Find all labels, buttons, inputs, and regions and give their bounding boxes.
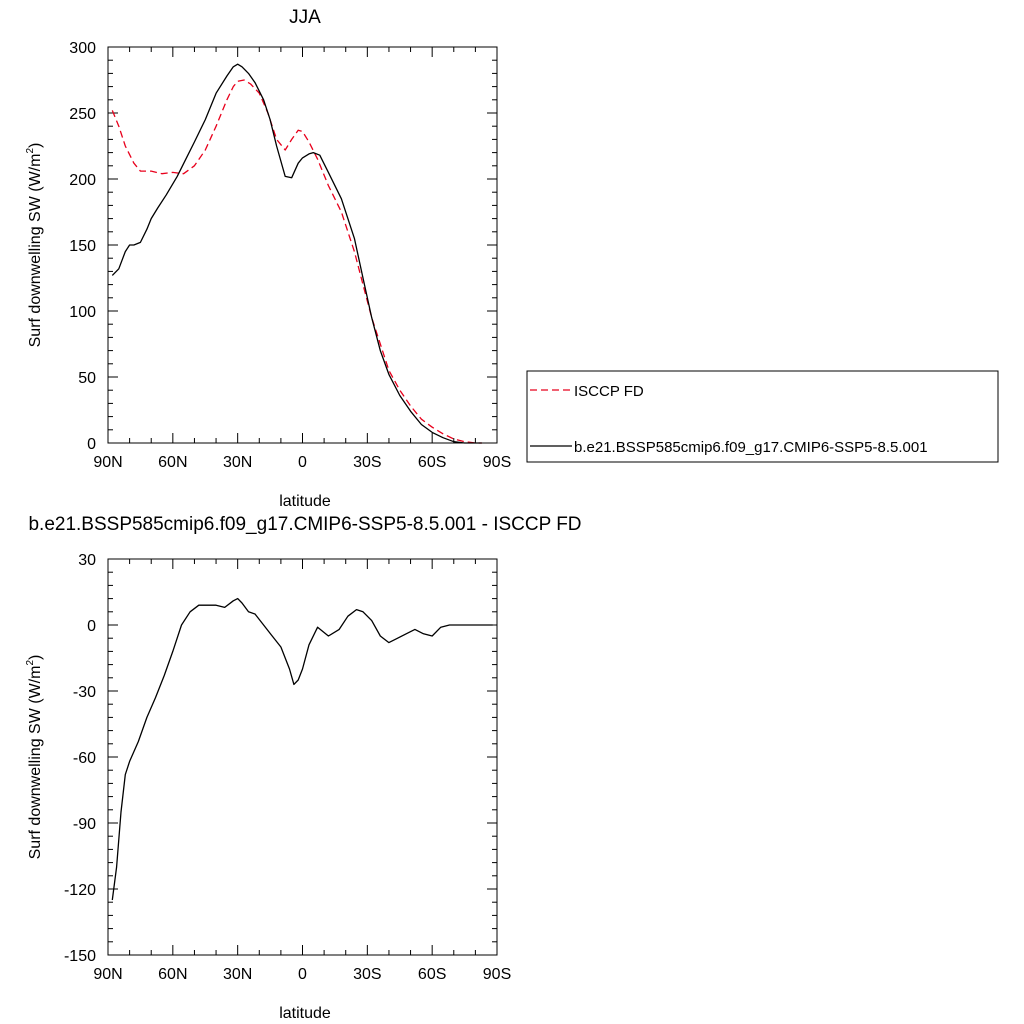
bottom-panel-title: b.e21.BSSP585cmip6.f09_g17.CMIP6-SSP5-8.… (28, 514, 581, 535)
x-tick-label: 60N (158, 454, 187, 471)
bottom-x-axis-label: latitude (279, 1005, 331, 1022)
top-panel: JJA 90N 60N 30N 0 30S 60S 90S 0 50 100 150 200 250 3… (25, 7, 511, 510)
y-tick-label: 300 (69, 40, 96, 57)
top-axis-ticks (107, 46, 498, 444)
bottom-panel: b.e21.BSSP585cmip6.f09_g17.CMIP6-SSP5-8.… (25, 514, 582, 1022)
model-series-line (111, 63, 482, 444)
y-tick-label: 150 (69, 238, 96, 255)
isccp-fd-series-line (111, 79, 482, 444)
bottom-plot-lines (111, 597, 493, 901)
x-tick-label: 60N (158, 966, 187, 983)
legend: ISCCP FD b.e21.BSSP585cmip6.f09_g17.CMIP… (526, 370, 999, 463)
top-plot-lines (111, 63, 482, 444)
y-tick-label: 0 (87, 436, 96, 453)
bottom-x-tick-labels: 90N 60N 30N 0 30S 60S 90S (93, 966, 511, 983)
x-tick-label: 0 (298, 454, 307, 471)
y-tick-label: 250 (69, 106, 96, 123)
y-tick-label: 100 (69, 304, 96, 321)
x-tick-label: 90S (483, 966, 511, 983)
y-tick-label: 30 (78, 552, 96, 569)
bottom-axis-ticks (107, 558, 498, 956)
x-tick-label: 30N (223, 966, 252, 983)
top-plot-frame (107, 46, 498, 444)
legend-label-isccp: ISCCP FD (574, 383, 644, 400)
top-x-axis-label: latitude (279, 493, 331, 510)
model-series-line (111, 597, 493, 901)
x-tick-label: 30S (353, 966, 381, 983)
bottom-y-tick-labels: -150 -120 -90 -60 -30 0 30 (64, 552, 96, 965)
y-tick-label: 200 (69, 172, 96, 189)
x-tick-label: 30N (223, 454, 252, 471)
x-tick-label: 60S (418, 966, 446, 983)
top-y-axis-label: Surf downwelling SW (W/m2) (25, 143, 44, 348)
x-tick-label: 90N (93, 966, 122, 983)
legend-box (526, 370, 999, 463)
x-tick-label: 30S (353, 454, 381, 471)
y-tick-label: 50 (78, 370, 96, 387)
top-panel-title: JJA (289, 7, 321, 28)
y-tick-label: 0 (87, 618, 96, 635)
x-tick-label: 90S (483, 454, 511, 471)
bottom-y-axis-label: Surf downwelling SW (W/m2) (25, 655, 44, 860)
x-tick-label: 60S (418, 454, 446, 471)
y-tick-label: -90 (73, 816, 96, 833)
bottom-plot-frame (107, 558, 498, 956)
y-tick-label: -150 (64, 948, 96, 965)
y-tick-label: -30 (73, 684, 96, 701)
y-tick-label: -60 (73, 750, 96, 767)
legend-label-model: b.e21.BSSP585cmip6.f09_g17.CMIP6-SSP5-8.… (574, 439, 928, 456)
x-tick-label: 90N (93, 454, 122, 471)
top-x-tick-labels: 90N 60N 30N 0 30S 60S 90S (93, 454, 511, 471)
x-tick-label: 0 (298, 966, 307, 983)
top-y-tick-labels: 0 50 100 150 200 250 300 (69, 40, 96, 453)
y-tick-label: -120 (64, 882, 96, 899)
